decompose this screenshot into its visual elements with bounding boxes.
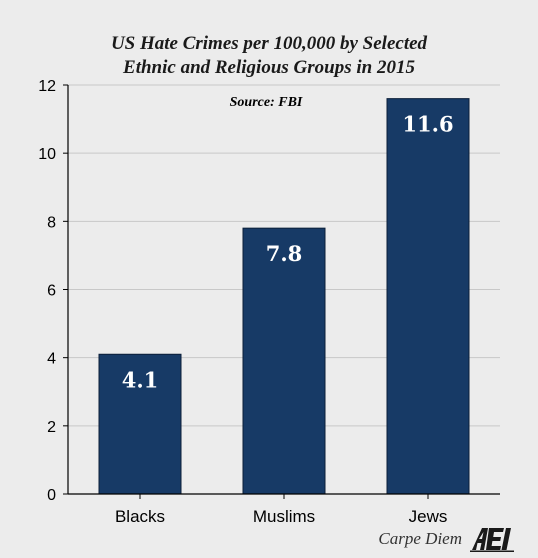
value-label-jews: 11.6 [402,112,453,137]
y-tick-label: 10 [38,146,56,163]
category-label-blacks: Blacks [115,507,165,526]
category-label-muslims: Muslims [253,507,315,526]
bar-muslims [242,227,326,495]
bars: 4.1 7.8 11.6 [98,98,470,495]
y-tick-label: 6 [47,283,56,300]
y-tick-label: 0 [47,487,56,504]
source-annotation: Source: FBI [230,95,303,110]
axes: 0 2 4 6 8 10 12 Blacks Muslims Jews [38,78,500,526]
y-tick-label: 4 [47,351,56,368]
bar-jews [386,98,470,495]
footer-credit: Carpe Diem [378,526,516,552]
y-tick-label: 8 [47,214,56,231]
chart-title-line-1: US Hate Crimes per 100,000 by Selected [110,33,428,54]
chart-title: US Hate Crimes per 100,000 by Selected E… [40,32,498,80]
chart-title-line-2: Ethnic and Religious Groups in 2015 [123,57,415,78]
y-tick-label: 12 [38,78,56,95]
aei-logo-icon [470,528,514,552]
y-tick-label: 2 [47,419,56,436]
value-label-blacks: 4.1 [122,367,159,392]
category-label-jews: Jews [409,507,448,526]
credit-text: Carpe Diem [378,529,462,548]
value-label-muslims: 7.8 [266,241,303,266]
